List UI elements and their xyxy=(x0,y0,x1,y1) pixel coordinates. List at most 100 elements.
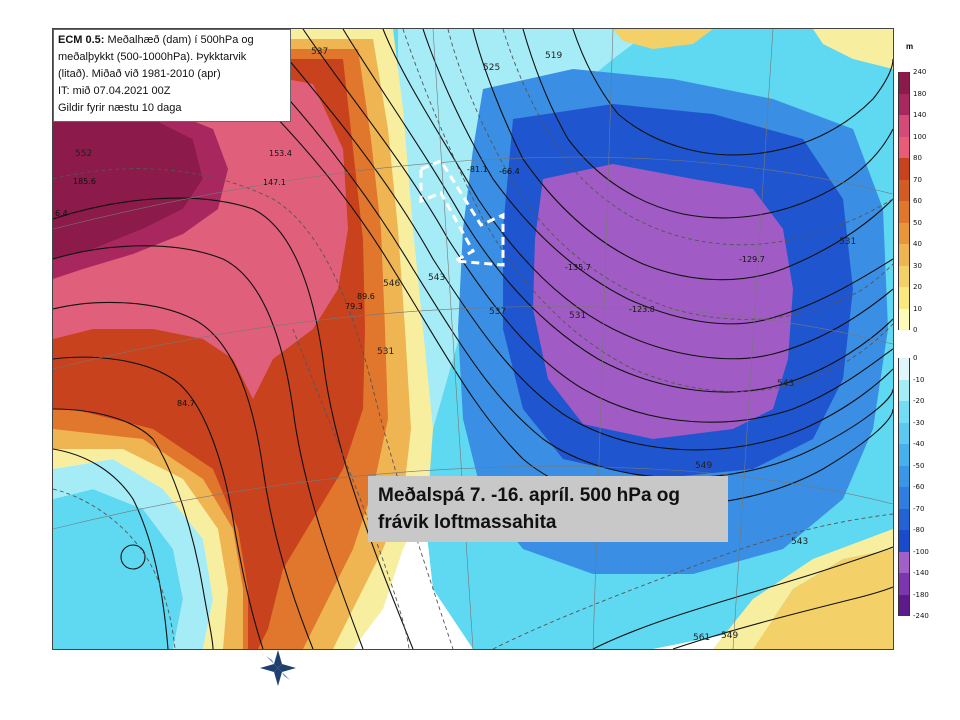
legend-tick-label: -20 xyxy=(913,397,925,405)
legend-swatch xyxy=(898,201,910,223)
color-legend: m 240 180 140 100 80 70 60 50 40 30 20 10 0 0 -10 -20-… xyxy=(898,42,960,632)
legend-tick-label: 60 xyxy=(913,197,922,205)
legend-tick-label: 20 xyxy=(913,283,922,291)
legend-swatch xyxy=(898,222,910,244)
legend-swatch xyxy=(898,422,910,444)
legend-unit: m xyxy=(906,42,914,51)
anomaly-value-label: 6.4 xyxy=(55,209,68,218)
met-office-logo xyxy=(260,650,296,686)
legend-tick-label: 140 xyxy=(913,111,927,119)
legend-tick-label: -80 xyxy=(913,526,925,534)
legend-tick-label: 10 xyxy=(913,304,922,313)
legend-tick-label: -50 xyxy=(913,461,925,470)
legend-swatch xyxy=(898,358,910,380)
legend-tick-label: 80 xyxy=(913,154,922,162)
anomaly-value-label: 147.1 xyxy=(263,178,286,187)
legend-tick-label: -30 xyxy=(913,418,925,427)
legend-swatch xyxy=(898,530,910,552)
info-line-text: Meðalhæð (dam) í 500hPa og xyxy=(104,34,254,46)
caption-line: frávik loftmassahita xyxy=(378,512,557,533)
legend-tick-label: -60 xyxy=(913,483,925,491)
legend-swatch xyxy=(898,308,910,330)
legend-tick-label: -100 xyxy=(913,547,929,556)
info-line: meðalþykkt (500-1000hPa). Þykktarvik xyxy=(58,51,247,63)
legend-tick-label: 240 xyxy=(913,68,927,76)
legend-swatch xyxy=(898,551,910,573)
legend-swatch xyxy=(898,465,910,487)
legend-swatch xyxy=(898,72,910,94)
contour-label: 537 xyxy=(489,307,507,317)
legend-tick-label: 0 xyxy=(913,326,918,334)
legend-tick-label: 50 xyxy=(913,218,922,227)
warm-anomaly-southeast xyxy=(753,549,893,649)
contour-label: 519 xyxy=(545,51,563,61)
info-line: IT: mið 07.04.2021 00Z xyxy=(58,85,171,97)
cold-anomaly-southwest-light xyxy=(53,459,213,649)
contour-label: 531 xyxy=(377,347,395,357)
legend-swatch xyxy=(898,401,910,423)
contour-label: 525 xyxy=(483,63,501,73)
warm-anomaly-deep-magenta xyxy=(53,109,203,259)
legend-tick-label: -40 xyxy=(913,440,925,448)
map-graticule xyxy=(53,29,893,649)
legend-swatch xyxy=(898,573,910,595)
contour-label: 543 xyxy=(777,379,795,389)
anomaly-value-label: 89.6 xyxy=(357,292,375,301)
model-name: ECM 0.5: xyxy=(58,34,105,46)
contour-label: 543 xyxy=(428,273,446,283)
map-info-box: ECM 0.5: Meðalhæð (dam) í 500hPa og meða… xyxy=(53,29,291,122)
info-line: ECM 0.5: Meðalhæð (dam) í 500hPa og xyxy=(58,32,286,49)
contour-label: 537 xyxy=(311,47,329,57)
contour-label: 543 xyxy=(791,537,809,547)
legend-swatch xyxy=(898,265,910,287)
legend-tick-label: -10 xyxy=(913,375,925,384)
legend-swatch xyxy=(898,115,910,137)
legend-swatch xyxy=(898,379,910,401)
legend-swatch xyxy=(898,93,910,115)
legend-tick-label: 40 xyxy=(913,240,922,248)
legend-tick-label: 100 xyxy=(913,132,927,141)
legend-tick-label: 0 xyxy=(913,354,918,362)
legend-swatch xyxy=(898,487,910,509)
cold-anomaly-light-cyan xyxy=(398,29,653,489)
contour-label: 531 xyxy=(569,311,587,321)
warm-anomaly-northeast xyxy=(613,29,713,49)
cold-anomaly-southwest xyxy=(53,489,183,649)
anomaly-value-label: -123.8 xyxy=(629,305,655,314)
legend-tick-label: -140 xyxy=(913,569,929,577)
legend-swatch xyxy=(898,179,910,201)
anomaly-value-label: -81.1 xyxy=(467,165,488,174)
anomaly-value-label: 84.7 xyxy=(177,399,195,408)
warm-anomaly-southeast-light xyxy=(713,529,893,649)
forecast-map: 552 537 525 519 543 546 531 537 531 543 … xyxy=(52,28,894,650)
legend-tick-label: 70 xyxy=(913,175,922,184)
contour-label: 561 xyxy=(693,633,711,643)
anomaly-value-label: -66.4 xyxy=(499,167,520,176)
legend-swatch xyxy=(898,444,910,466)
legend-tick-label: 30 xyxy=(913,261,922,270)
legend-swatch xyxy=(898,158,910,180)
anomaly-value-label: -129.7 xyxy=(739,255,765,264)
contour-label: 546 xyxy=(383,279,401,289)
legend-tick-label: -180 xyxy=(913,590,929,599)
legend-swatch xyxy=(898,594,910,616)
anomaly-map-graphic xyxy=(53,29,893,649)
legend-swatch xyxy=(898,244,910,266)
contour-label: 531 xyxy=(839,237,857,247)
warm-anomaly-northeast-2 xyxy=(813,29,893,69)
contour-label: 552 xyxy=(75,149,93,159)
cold-anomaly-purple xyxy=(533,164,793,439)
caption-box: Meðalspá 7. -16. apríl. 500 hPa og frávi… xyxy=(368,476,728,542)
anomaly-value-label: 79.3 xyxy=(345,302,363,311)
legend-tick-label: -70 xyxy=(913,504,925,513)
caption-line: Meðalspá 7. -16. apríl. 500 hPa og xyxy=(378,485,681,506)
anomaly-value-label: -135.7 xyxy=(565,263,591,272)
anomaly-value-label: 185.6 xyxy=(73,177,96,186)
contour-label: 549 xyxy=(721,631,739,641)
legend-tick-label: -240 xyxy=(913,612,929,620)
highlight-arrow xyxy=(419,159,505,267)
info-line: Gildir fyrir næstu 10 daga xyxy=(58,102,182,114)
legend-swatch xyxy=(898,136,910,158)
legend-swatch xyxy=(898,508,910,530)
height-contours xyxy=(53,29,893,649)
